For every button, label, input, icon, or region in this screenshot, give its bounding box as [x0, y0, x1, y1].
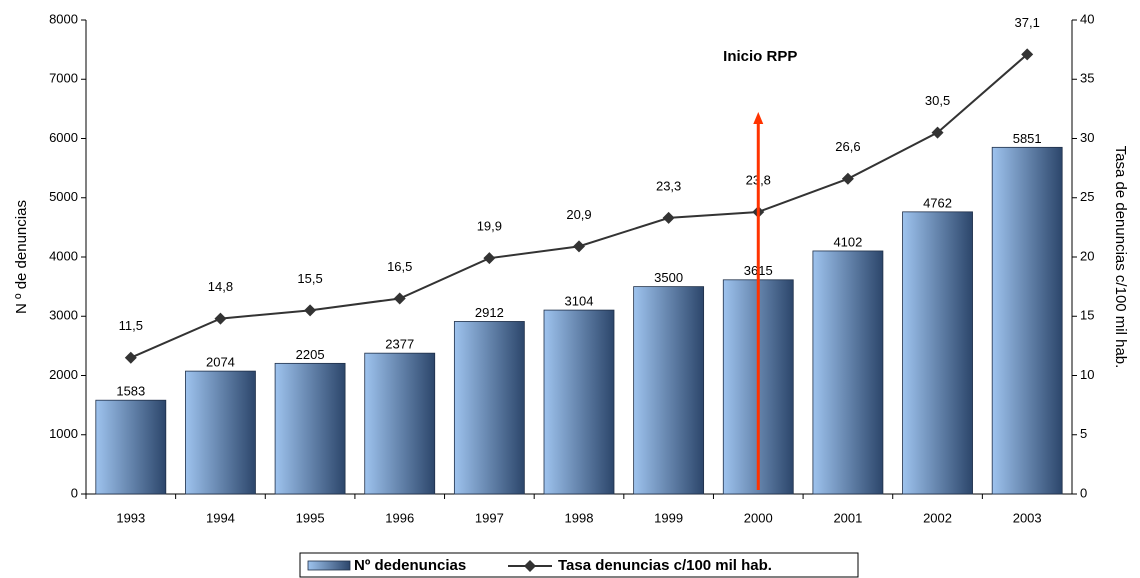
bar-label: 3104: [565, 294, 594, 309]
line-marker: [393, 292, 406, 305]
bar-label: 4762: [923, 195, 952, 210]
line-label: 11,5: [119, 318, 143, 333]
legend-swatch: [307, 560, 351, 571]
x-tick-label: 1994: [206, 510, 235, 525]
y2-tick-label: 0: [1080, 485, 1087, 500]
line-marker: [573, 240, 585, 253]
legend-label: Nº dedenuncias: [354, 557, 466, 574]
annotation: Inicio RPP: [723, 48, 797, 65]
line-marker: [124, 351, 137, 364]
y2-tick-label: 20: [1080, 248, 1094, 263]
bar-label: 2912: [475, 305, 504, 320]
x-tick-label: 1993: [116, 510, 145, 525]
bar-label: 5851: [1013, 131, 1042, 146]
line-marker: [931, 126, 944, 139]
line-label: 37,1: [1015, 15, 1040, 30]
x-tick-label: 2002: [923, 510, 952, 525]
y-axis-title: N º de denuncias: [13, 200, 30, 314]
legend: Nº dedenuncias Tasa denuncias c/100 mil h…: [299, 552, 859, 578]
x-tick-label: 1997: [475, 510, 504, 525]
y2-tick-label: 35: [1080, 71, 1094, 86]
bar-label: 4102: [833, 234, 862, 249]
y-tick-label: 1000: [49, 426, 78, 441]
legend-label: Tasa denuncias c/100 mil hab.: [558, 557, 772, 574]
line-label: 26,6: [835, 139, 860, 154]
y2-axis-title: Tasa de denuncias c/100 mil hab.: [1112, 146, 1129, 369]
line-label: 16,5: [387, 259, 412, 274]
x-tick-label: 1996: [385, 510, 414, 525]
line-label: 23,3: [656, 178, 681, 193]
y2-tick-label: 25: [1080, 189, 1094, 204]
y-tick-label: 0: [71, 485, 78, 500]
x-tick-label: 2003: [1013, 510, 1042, 525]
bar-label: 1583: [116, 384, 145, 399]
line-label: 20,9: [566, 207, 591, 222]
y-tick-label: 6000: [49, 130, 78, 145]
bar: [274, 362, 346, 495]
line-label: 15,5: [297, 271, 322, 286]
x-tick-label: 2001: [833, 510, 862, 525]
line-marker: [841, 172, 854, 185]
y-tick-label: 4000: [49, 248, 78, 263]
line-label: 30,5: [925, 93, 950, 108]
x-tick-label: 1998: [565, 510, 594, 525]
x-tick-label: 2000: [744, 510, 773, 525]
bar: [453, 321, 525, 495]
line-marker: [662, 211, 675, 224]
line-marker: [214, 312, 227, 325]
bar: [633, 286, 705, 495]
line-label: 19,9: [477, 219, 502, 234]
annotation-arrowhead: [753, 112, 764, 124]
bar: [543, 309, 615, 495]
line-marker: [1021, 48, 1034, 61]
line-label: 14,8: [208, 279, 233, 294]
bar-label: 2205: [296, 347, 325, 362]
y2-tick-label: 30: [1080, 130, 1094, 145]
bar: [991, 146, 1063, 495]
y-tick-label: 5000: [49, 189, 78, 204]
line-marker: [483, 252, 496, 265]
y2-tick-label: 40: [1080, 11, 1094, 26]
x-tick-label: 1995: [296, 510, 325, 525]
bar: [812, 250, 884, 495]
line-marker: [304, 304, 317, 317]
bar-label: 3500: [654, 270, 683, 285]
legend-box: [299, 552, 859, 578]
bar: [364, 352, 436, 495]
y2-tick-label: 5: [1080, 426, 1087, 441]
y-tick-label: 8000: [49, 11, 78, 26]
x-tick-label: 1999: [654, 510, 683, 525]
legend-marker: [524, 560, 536, 572]
bar: [185, 370, 256, 495]
bar-label: 2074: [206, 355, 235, 370]
bar: [95, 399, 167, 495]
bar: [902, 211, 973, 495]
y-tick-label: 2000: [49, 367, 78, 382]
bar-label: 2377: [385, 337, 414, 352]
y2-tick-label: 10: [1080, 367, 1094, 382]
y2-tick-label: 15: [1080, 308, 1094, 323]
y-tick-label: 7000: [49, 71, 78, 86]
y-tick-label: 3000: [49, 308, 78, 323]
